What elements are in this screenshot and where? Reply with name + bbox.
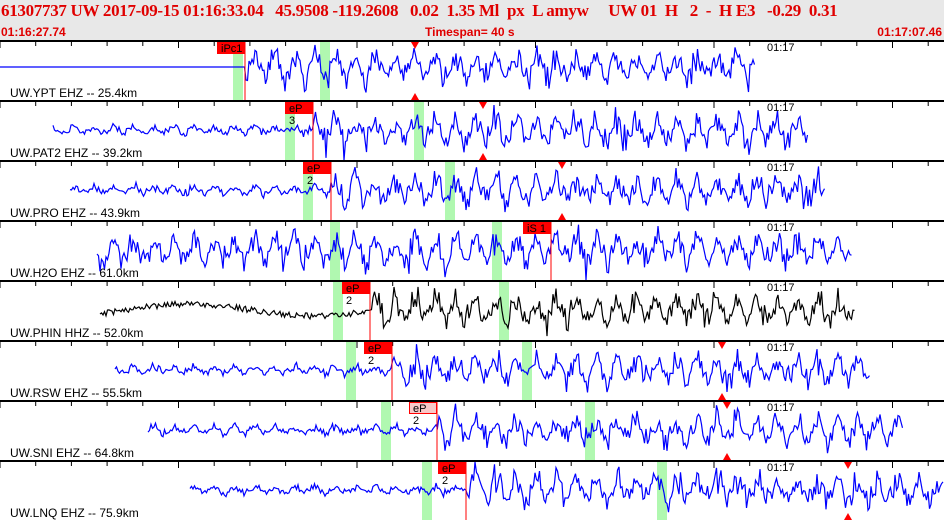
seismogram[interactable] (0, 282, 944, 340)
station-label: UW.PHIN HHZ -- 52.0km (10, 326, 144, 340)
trace-panel[interactable]: eP 2 01:17 UW.SNI EHZ -- 64.8km (0, 400, 944, 460)
event-summary: 61307737 UW 2017-09-15 01:16:33.04 45.95… (1, 1, 838, 20)
time-window (657, 462, 667, 520)
amplitude-marker (723, 402, 731, 409)
time-window (522, 342, 532, 400)
amplitude-marker (479, 102, 487, 109)
seismogram[interactable] (0, 402, 944, 460)
timespan: Timespan= 40 s (425, 25, 515, 39)
amplitude-marker (411, 93, 419, 100)
phase-pick-label[interactable]: eP 2 (409, 402, 437, 427)
station-label: UW.YPT EHZ -- 25.4km (10, 86, 138, 100)
waveform-trace (96, 224, 852, 280)
start-time: 01:16:27.74 (1, 25, 66, 39)
phase-pick-label[interactable]: iS 1 (523, 222, 551, 235)
waveform-trace (69, 166, 826, 213)
trace-panel[interactable]: iS 1 01:17 UW.H2O EHZ -- 61.0km (0, 220, 944, 280)
amplitude-marker (718, 393, 726, 400)
trace-panel[interactable]: eP 2 01:17 UW.PRO EHZ -- 43.9km (0, 160, 944, 220)
time-window (585, 402, 595, 460)
seismogram[interactable] (0, 102, 944, 160)
phase-pick-label[interactable]: eP 2 (438, 462, 466, 487)
waveform-trace (114, 344, 870, 393)
phase-pick-label[interactable]: iPc1 (217, 42, 245, 55)
seismogram[interactable] (0, 42, 944, 100)
seismogram[interactable] (0, 342, 944, 400)
time-window (320, 42, 330, 100)
phase-pick-label[interactable]: eP 2 (364, 342, 392, 367)
minute-mark: 01:17 (767, 162, 795, 174)
waveform-trace (99, 286, 855, 337)
time-window (333, 282, 343, 340)
trace-panel[interactable]: eP 3 01:17 UW.PAT2 EHZ -- 39.2km (0, 100, 944, 160)
time-window (233, 42, 243, 100)
station-label: UW.PRO EHZ -- 43.9km (10, 206, 141, 220)
trace-panel[interactable]: eP 2 01:17 UW.LNQ EHZ -- 75.9km (0, 460, 944, 520)
time-window (414, 102, 424, 160)
end-time: 01:17:07.46 (877, 25, 942, 39)
amplitude-marker (723, 453, 731, 460)
amplitude-marker (479, 153, 487, 160)
trace-panel[interactable]: iPc1 01:17 UW.YPT EHZ -- 25.4km (0, 40, 944, 100)
time-window (492, 222, 502, 280)
minute-mark: 01:17 (767, 102, 795, 114)
station-label: UW.PAT2 EHZ -- 39.2km (10, 146, 143, 160)
station-label: UW.RSW EHZ -- 55.5km (10, 386, 143, 400)
waveform-trace (147, 403, 904, 454)
minute-mark: 01:17 (767, 462, 795, 474)
trace-panel[interactable]: eP 2 01:17 UW.PHIN HHZ -- 52.0km (0, 280, 944, 340)
time-window (422, 462, 432, 520)
amplitude-marker (411, 42, 419, 49)
phase-pick-label[interactable]: eP 2 (303, 162, 331, 187)
station-label: UW.SNI EHZ -- 64.8km (10, 446, 135, 460)
amplitude-marker (844, 513, 852, 520)
phase-pick-label[interactable]: eP 3 (285, 102, 313, 127)
amplitude-marker (844, 462, 852, 469)
phase-pick-label[interactable]: eP 2 (342, 282, 370, 307)
minute-mark: 01:17 (767, 282, 795, 294)
minute-mark: 01:17 (767, 222, 795, 234)
waveform-trace (52, 104, 809, 160)
station-label: UW.H2O EHZ -- 61.0km (10, 266, 139, 280)
time-window (499, 282, 509, 340)
time-window (381, 402, 391, 460)
minute-mark: 01:17 (767, 342, 795, 354)
seismogram[interactable] (0, 222, 944, 280)
waveform-trace (189, 462, 944, 513)
event-header: 61307737 UW 2017-09-15 01:16:33.04 45.95… (0, 0, 944, 40)
amplitude-marker (558, 162, 566, 169)
seismogram[interactable] (0, 162, 944, 220)
waveform-trace (0, 44, 756, 93)
station-label: UW.LNQ EHZ -- 75.9km (10, 506, 139, 520)
trace-panel[interactable]: eP 2 01:17 UW.RSW EHZ -- 55.5km (0, 340, 944, 400)
amplitude-marker (558, 213, 566, 220)
minute-mark: 01:17 (767, 42, 795, 54)
amplitude-marker (718, 342, 726, 349)
seismogram[interactable] (0, 462, 944, 520)
minute-mark: 01:17 (767, 402, 795, 414)
